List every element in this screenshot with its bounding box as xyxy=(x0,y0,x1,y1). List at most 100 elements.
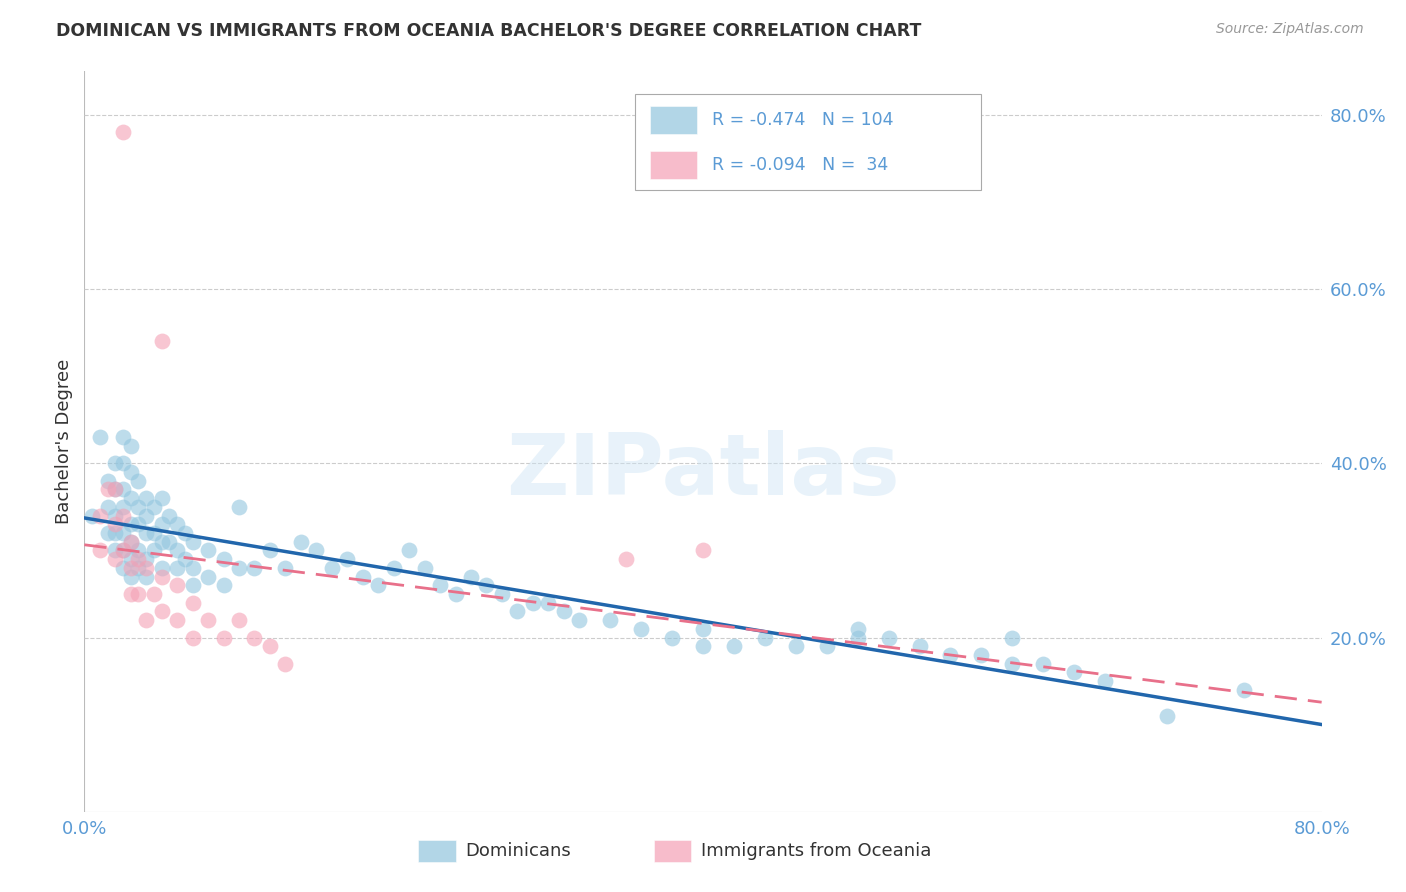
Point xyxy=(104,526,127,541)
Point xyxy=(228,500,250,514)
Point xyxy=(537,596,560,610)
Point xyxy=(112,543,135,558)
Point xyxy=(274,561,297,575)
Point xyxy=(1032,657,1054,671)
Point xyxy=(228,561,250,575)
Point xyxy=(1001,631,1024,645)
Point xyxy=(630,622,652,636)
Point xyxy=(336,552,359,566)
Point xyxy=(785,639,807,653)
Point xyxy=(259,639,281,653)
Point xyxy=(112,483,135,497)
Point xyxy=(398,543,420,558)
Point xyxy=(97,526,120,541)
Point xyxy=(197,613,219,627)
Point xyxy=(367,578,389,592)
Point xyxy=(112,500,135,514)
Text: R = -0.094   N =  34: R = -0.094 N = 34 xyxy=(711,156,889,174)
Point xyxy=(243,561,266,575)
Point xyxy=(112,561,135,575)
FancyBboxPatch shape xyxy=(650,106,697,135)
Point xyxy=(112,430,135,444)
Point xyxy=(181,578,204,592)
Text: DOMINICAN VS IMMIGRANTS FROM OCEANIA BACHELOR'S DEGREE CORRELATION CHART: DOMINICAN VS IMMIGRANTS FROM OCEANIA BAC… xyxy=(56,22,921,40)
Point xyxy=(382,561,405,575)
Point xyxy=(112,125,135,139)
FancyBboxPatch shape xyxy=(650,151,697,178)
Point xyxy=(444,587,467,601)
Point xyxy=(150,561,173,575)
Point xyxy=(150,491,173,505)
Point xyxy=(112,543,135,558)
Point xyxy=(197,543,219,558)
Point xyxy=(723,639,745,653)
Point xyxy=(846,622,869,636)
Point xyxy=(128,587,150,601)
Point xyxy=(506,604,529,618)
Point xyxy=(352,569,374,583)
FancyBboxPatch shape xyxy=(419,840,456,862)
Point xyxy=(1001,657,1024,671)
Point xyxy=(305,543,328,558)
Point xyxy=(112,456,135,470)
Point xyxy=(143,526,166,541)
Point xyxy=(460,569,482,583)
Point xyxy=(135,613,157,627)
Point xyxy=(1094,674,1116,689)
Point xyxy=(128,543,150,558)
Point xyxy=(135,508,157,523)
Point xyxy=(135,526,157,541)
Point xyxy=(112,526,135,541)
Point xyxy=(181,534,204,549)
Point xyxy=(212,631,235,645)
Point xyxy=(197,569,219,583)
Point xyxy=(104,543,127,558)
Point xyxy=(259,543,281,558)
Point xyxy=(290,534,312,549)
Point xyxy=(135,491,157,505)
Point xyxy=(112,508,135,523)
Point xyxy=(243,631,266,645)
Point xyxy=(150,334,173,349)
Point xyxy=(97,483,120,497)
Point xyxy=(522,596,544,610)
Point xyxy=(128,474,150,488)
Point xyxy=(128,500,150,514)
Point xyxy=(89,430,111,444)
Point xyxy=(939,648,962,662)
Point xyxy=(135,552,157,566)
Point xyxy=(181,631,204,645)
Point xyxy=(174,552,197,566)
Point xyxy=(1233,682,1256,697)
Point xyxy=(159,508,181,523)
Point xyxy=(104,517,127,532)
Text: ZIPatlas: ZIPatlas xyxy=(506,430,900,513)
Point xyxy=(135,561,157,575)
Point xyxy=(150,534,173,549)
Point xyxy=(908,639,931,653)
Point xyxy=(429,578,451,592)
Point xyxy=(212,578,235,592)
Point xyxy=(475,578,498,592)
Point xyxy=(1063,665,1085,680)
Point xyxy=(120,569,142,583)
Point xyxy=(143,500,166,514)
Point xyxy=(212,552,235,566)
Point xyxy=(143,587,166,601)
Point xyxy=(120,561,142,575)
Point xyxy=(970,648,993,662)
Point xyxy=(877,631,900,645)
Point xyxy=(82,508,104,523)
Text: Source: ZipAtlas.com: Source: ZipAtlas.com xyxy=(1216,22,1364,37)
Point xyxy=(120,491,142,505)
Point xyxy=(413,561,436,575)
Point xyxy=(166,561,188,575)
FancyBboxPatch shape xyxy=(636,94,981,190)
Point xyxy=(614,552,637,566)
Point xyxy=(166,613,188,627)
Point xyxy=(754,631,776,645)
Point xyxy=(104,508,127,523)
Point xyxy=(661,631,683,645)
Point xyxy=(89,508,111,523)
Point xyxy=(166,543,188,558)
